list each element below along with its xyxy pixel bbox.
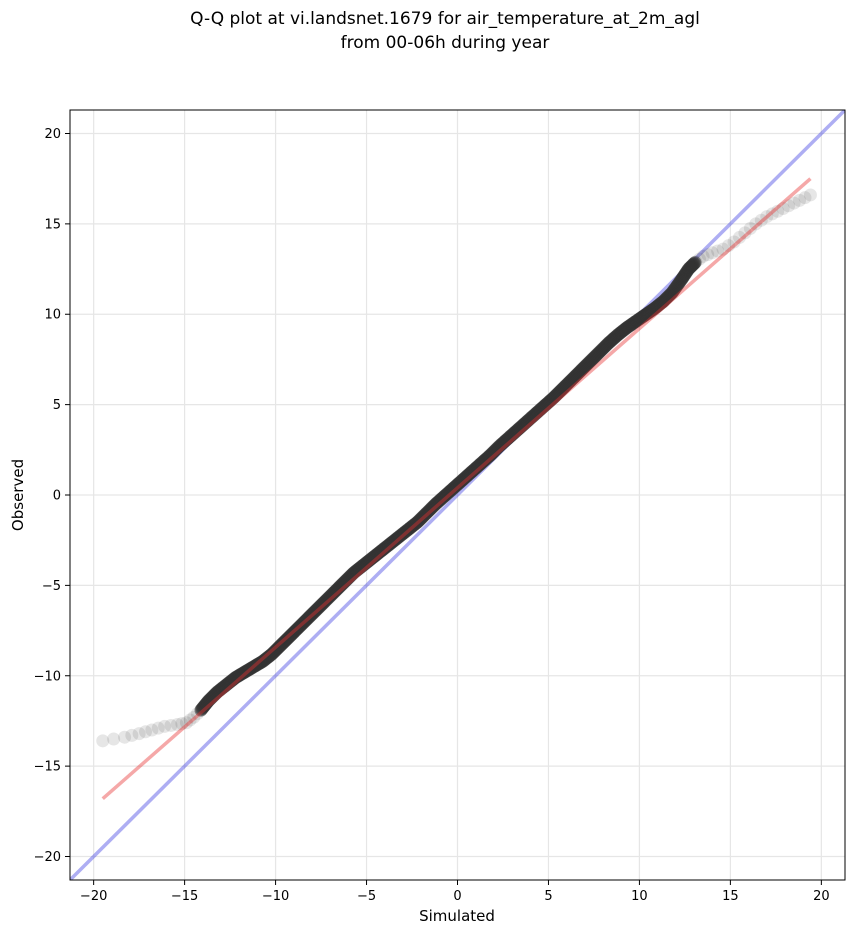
quantile-point (732, 230, 746, 244)
quantile-point (760, 210, 774, 224)
quantile-point (798, 191, 812, 205)
y-tick-label: 15 (44, 217, 61, 232)
quantile-point (711, 244, 725, 258)
quantile-point (793, 193, 807, 207)
y-tick-label: −5 (42, 579, 61, 594)
quantile-point (688, 256, 702, 270)
x-tick-label: 20 (813, 889, 830, 904)
x-tick-label: −5 (357, 889, 376, 904)
y-tick-label: −20 (34, 850, 61, 865)
quantile-point (107, 732, 121, 746)
quantile-point (782, 199, 796, 213)
quantile-point (716, 242, 730, 256)
x-tick-label: −20 (80, 889, 107, 904)
quantile-point (179, 716, 193, 730)
y-tick-label: 5 (53, 398, 61, 413)
quantile-point (787, 196, 801, 210)
quantile-point (118, 730, 132, 744)
chart-title: Q-Q plot at vi.landsnet.1679 for air_tem… (190, 9, 700, 53)
quantile-point (158, 719, 172, 733)
quantile-point (183, 713, 197, 727)
quantile-point (138, 725, 152, 739)
x-tick-label: 15 (722, 889, 739, 904)
quantile-point (705, 246, 719, 260)
quantile-point (738, 226, 752, 240)
x-axis-label: Simulated (419, 907, 495, 925)
quantile-point (776, 202, 790, 216)
quantile-point (743, 221, 757, 235)
axes: −20 −15 −10 −5 0 5 10 15 20 −20 −15 −10 −5 0 5 10 15 20 (34, 127, 830, 904)
quantile-point (164, 718, 178, 732)
quantile-point (727, 235, 741, 249)
quantile-point (125, 728, 139, 742)
y-tick-label: −15 (34, 760, 61, 775)
quantile-point (96, 734, 110, 748)
identity-line (70, 110, 845, 880)
x-tick-label: 10 (631, 889, 648, 904)
quantile-point (170, 718, 184, 732)
chart-title-line-1: Q-Q plot at vi.landsnet.1679 for air_tem… (190, 9, 700, 29)
y-tick-label: 0 (53, 489, 61, 504)
quantile-point (771, 204, 785, 218)
grid-lines (70, 110, 845, 880)
quantile-point (754, 213, 768, 227)
quantile-point (765, 207, 779, 221)
quantile-point (803, 188, 817, 202)
quantile-point (689, 255, 703, 269)
quantile-point (132, 727, 146, 741)
x-tick-label: 5 (544, 889, 552, 904)
quantile-point (701, 248, 715, 262)
x-tick-label: 0 (453, 889, 461, 904)
quantile-point (692, 252, 706, 266)
quantile-point (722, 239, 736, 253)
quantile-point (151, 721, 165, 735)
chart-title-line-2: from 00-06h during year (341, 33, 550, 53)
y-axis-label: Observed (9, 459, 27, 531)
y-tick-label: 20 (44, 127, 61, 142)
quantile-point (145, 723, 159, 737)
x-tick-label: −15 (171, 889, 198, 904)
y-tick-label: 10 (44, 308, 61, 323)
quantile-point (696, 249, 710, 263)
quantile-point (175, 717, 189, 731)
fit-line (101, 177, 812, 800)
plot-area (70, 110, 845, 880)
quantile-point (749, 217, 763, 231)
x-tick-label: −10 (262, 889, 289, 904)
y-tick-label: −10 (34, 669, 61, 684)
